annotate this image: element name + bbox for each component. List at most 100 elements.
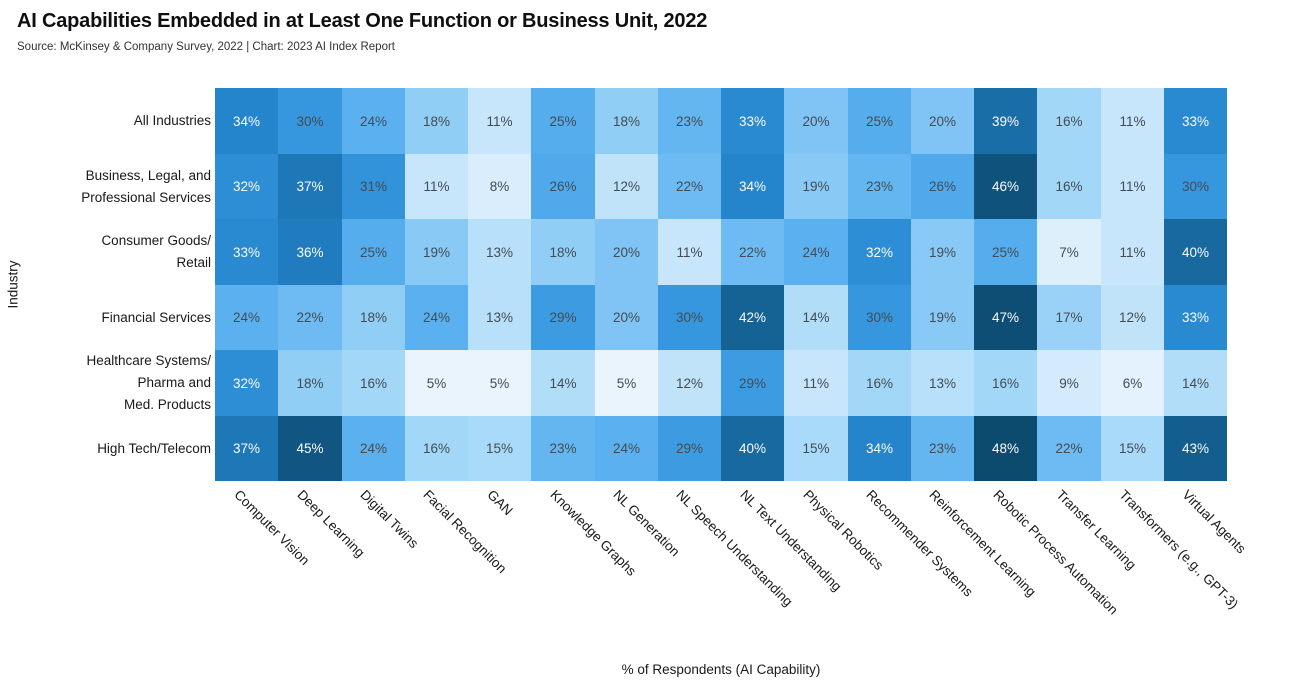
cell-value: 29%	[549, 310, 577, 325]
cell-value: 16%	[991, 375, 1020, 391]
heatmap-cell: 24%	[405, 285, 468, 350]
heatmap-cell: 29%	[531, 285, 595, 350]
heatmap-grid: 34% 30% 24% 18% 11% 25% 18% 23% 33% 20% 25% 20% 39% 1…	[215, 88, 1227, 481]
cell-value: 9%	[1059, 375, 1079, 391]
cell-value: 33%	[1181, 310, 1210, 325]
cell-value: 20%	[612, 244, 641, 260]
cell-value: 48%	[991, 441, 1020, 456]
row-label: Healthcare Systems/Pharma and Med. Produc…	[4, 350, 211, 416]
cell-value: 34%	[865, 441, 894, 456]
row-label-line: Med. Products	[123, 397, 211, 412]
heatmap-cell: 43%	[1164, 416, 1227, 481]
heatmap-cell: 12%	[595, 154, 658, 219]
heatmap-cell: 33%	[1164, 285, 1227, 350]
heatmap-cell: 33%	[721, 88, 784, 154]
heatmap-cell: 25%	[342, 219, 405, 285]
column-tick-label: Deep Learning	[294, 487, 368, 561]
heatmap-cell: 36%	[278, 219, 342, 285]
cell-value: 19%	[422, 244, 451, 260]
heatmap-cell: 30%	[658, 285, 721, 350]
heatmap-cell: 5%	[595, 350, 658, 416]
cell-value: 23%	[675, 113, 704, 129]
heatmap-cell: 32%	[215, 154, 278, 219]
heatmap-cell: 11%	[1101, 219, 1164, 285]
heatmap-cell: 48%	[974, 416, 1037, 481]
row-label-line: Professional Services	[81, 190, 211, 205]
cell-value: 30%	[1181, 179, 1210, 194]
heatmap-cell: 34%	[215, 88, 278, 154]
heatmap-cell: 11%	[658, 219, 721, 285]
heatmap-cell: 25%	[974, 219, 1037, 285]
heatmap-cell: 20%	[595, 219, 658, 285]
heatmap-cell: 11%	[1101, 154, 1164, 219]
heatmap-cell: 12%	[658, 350, 721, 416]
cell-value: 23%	[928, 441, 957, 456]
cell-value: 19%	[928, 310, 957, 325]
cell-value: 8%	[489, 179, 510, 194]
cell-value: 16%	[865, 375, 894, 391]
chart-title: AI Capabilities Embedded in at Least One…	[17, 10, 708, 32]
cell-value: 22%	[675, 179, 704, 194]
heatmap-cell: 30%	[848, 285, 911, 350]
cell-value: 18%	[612, 113, 641, 129]
cell-value: 19%	[802, 179, 830, 194]
cell-value: 11%	[676, 244, 703, 260]
cell-value: 12%	[612, 179, 641, 194]
cell-value: 25%	[865, 113, 894, 129]
heatmap-cell: 40%	[721, 416, 784, 481]
cell-value: 32%	[865, 244, 894, 260]
cell-value: 20%	[612, 310, 641, 325]
heatmap-cell: 34%	[848, 416, 911, 481]
row-label: All Industries	[4, 88, 211, 154]
cell-value: 22%	[296, 310, 324, 325]
cell-value: 30%	[296, 113, 324, 129]
heatmap-cell: 19%	[911, 219, 974, 285]
cell-value: 26%	[549, 179, 577, 194]
heatmap-cell: 45%	[278, 416, 342, 481]
cell-value: 18%	[422, 113, 451, 129]
heatmap-cell: 47%	[974, 285, 1037, 350]
cell-value: 16%	[1055, 113, 1083, 129]
cell-value: 46%	[991, 179, 1020, 194]
heatmap-cell: 18%	[405, 88, 468, 154]
cell-value: 16%	[422, 441, 451, 456]
heatmap-cell: 24%	[215, 285, 278, 350]
cell-value: 20%	[928, 113, 957, 129]
cell-value: 5%	[489, 375, 510, 391]
cell-value: 23%	[865, 179, 894, 194]
column-tick-label: Reinforcement Learning	[926, 487, 1040, 600]
cell-value: 40%	[738, 441, 767, 456]
heatmap-cell: 34%	[721, 154, 784, 219]
cell-value: 15%	[485, 441, 514, 456]
heatmap-cell: 32%	[848, 219, 911, 285]
cell-value: 24%	[612, 441, 641, 456]
cell-value: 13%	[485, 244, 514, 260]
cell-value: 34%	[738, 179, 767, 194]
column-tick-label: Transformers (e.g., GPT-3)	[1116, 487, 1242, 612]
heatmap-cell: 14%	[1164, 350, 1227, 416]
cell-value: 32%	[232, 179, 261, 194]
cell-value: 39%	[991, 113, 1020, 129]
cell-value: 6%	[1122, 375, 1143, 391]
cell-value: 18%	[296, 375, 324, 391]
cell-value: 25%	[549, 113, 577, 129]
cell-value: 29%	[675, 441, 704, 456]
cell-value: 22%	[738, 244, 767, 260]
cell-value: 18%	[549, 244, 577, 260]
cell-value: 14%	[549, 375, 577, 391]
heatmap-cell: 46%	[974, 154, 1037, 219]
row-label-line: High Tech/Telecom	[97, 441, 211, 456]
cell-value: 11%	[1119, 113, 1146, 129]
heatmap-cell: 22%	[278, 285, 342, 350]
row-label: Financial Services	[4, 285, 211, 351]
heatmap-cell: 9%	[1037, 350, 1101, 416]
cell-value: 7%	[1059, 244, 1079, 260]
heatmap-cell: 20%	[595, 285, 658, 350]
cell-value: 15%	[1118, 441, 1147, 456]
heatmap-cell: 5%	[405, 350, 468, 416]
heatmap-cell: 6%	[1101, 350, 1164, 416]
heatmap-cell: 23%	[658, 88, 721, 154]
heatmap-cell: 22%	[1037, 416, 1101, 481]
heatmap-cell: 26%	[911, 154, 974, 219]
heatmap-cell: 30%	[1164, 154, 1227, 219]
